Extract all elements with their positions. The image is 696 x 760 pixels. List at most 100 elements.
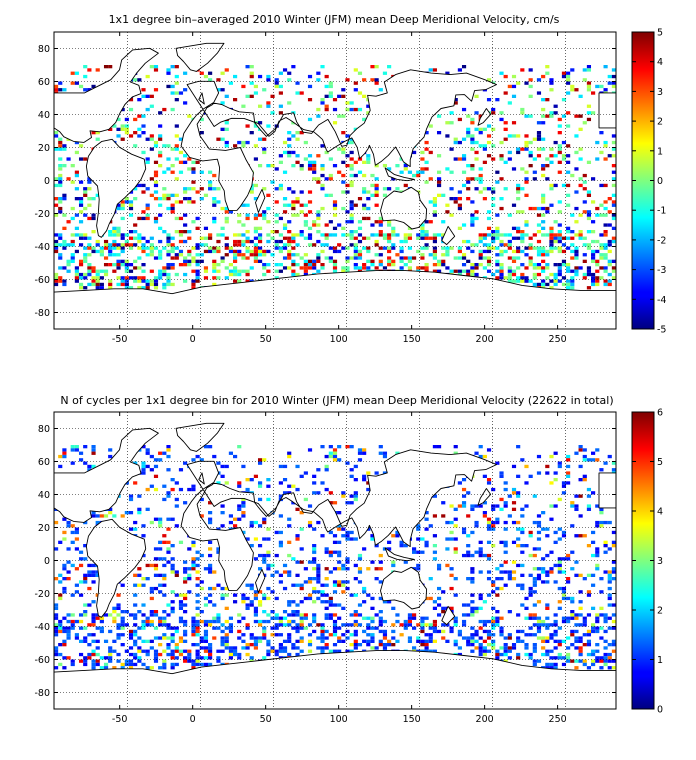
colorbar-tick-label: 2 [657,117,663,128]
heatmap-cell [62,639,67,643]
heatmap-cell [499,272,504,277]
heatmap-cell [166,560,171,564]
heatmap-cell [557,246,562,250]
heatmap-cell [495,649,500,653]
heatmap-cell [233,239,238,244]
heatmap-cell [324,107,329,112]
heatmap-cell [412,256,417,260]
heatmap-cell [382,633,388,637]
heatmap-cell [337,603,342,607]
heatmap-cell [491,487,496,492]
heatmap-cell [224,646,229,650]
heatmap-cell [491,544,496,548]
heatmap-cell [312,629,317,634]
heatmap-cell [116,613,121,617]
heatmap-cell [54,131,59,135]
heatmap-cell [62,643,67,647]
heatmap-cell [58,593,63,597]
heatmap-cell [341,173,346,178]
heatmap-cell [395,639,400,643]
heatmap-cell [503,91,508,95]
heatmap-cell [183,263,188,267]
heatmap-cell [382,451,388,455]
heatmap-cell [70,445,75,449]
heatmap-cell [162,246,167,250]
heatmap-cell [332,501,338,505]
heatmap-cell [582,619,587,624]
heatmap-cell [212,200,217,204]
heatmap-cell [195,160,200,164]
heatmap-cell [228,520,233,525]
heatmap-cell [378,88,383,92]
heatmap-cell [91,649,96,653]
heatmap-cell [499,474,504,478]
heatmap-cell [557,560,562,564]
heatmap-cell [349,530,354,535]
heatmap-cell [295,573,300,577]
heatmap-cell [245,646,250,650]
heatmap-cell [366,487,371,492]
heatmap-cell [262,137,267,141]
heatmap-cell [457,272,462,277]
heatmap-cell [287,137,292,141]
heatmap-cell [203,266,209,270]
heatmap-cell [78,200,84,204]
heatmap-cell [528,586,533,591]
heatmap-cell [282,563,288,568]
heatmap-cell [257,484,263,488]
heatmap-cell [499,233,504,237]
heatmap-cell [62,517,67,521]
heatmap-cell [416,233,421,237]
heatmap-cell [349,200,354,204]
heatmap-cell [162,282,167,287]
heatmap-cell [420,537,425,541]
heatmap-cell [545,164,550,168]
heatmap-cell [603,253,608,257]
heatmap-cell [195,279,200,283]
heatmap-cell [599,659,604,663]
land-outlines [53,422,617,710]
heatmap-cell [212,269,217,273]
heatmap-cell [83,276,88,280]
heatmap-cell [203,636,209,640]
heatmap-cell [199,662,204,667]
heatmap-cell [416,639,421,643]
heatmap-cell [491,239,496,244]
heatmap-cell [591,553,596,558]
heatmap-cell [257,497,263,502]
heatmap-cell [332,590,338,594]
heatmap-cell [174,216,179,221]
heatmap-cell [145,577,150,581]
heatmap-cell [108,263,113,267]
heatmap-cell [507,256,512,260]
heatmap-cell [253,249,258,254]
heatmap-cell [262,216,267,221]
heatmap-cell [536,91,542,95]
heatmap-cell [603,246,608,250]
heatmap-cell [158,154,163,158]
heatmap-cell [357,553,363,558]
heatmap-cell [337,636,342,640]
heatmap-cell [174,230,179,234]
heatmap-cell [603,65,608,69]
heatmap-cell [328,491,333,495]
heatmap-cell [399,239,404,244]
heatmap-cell [320,249,325,254]
heatmap-cell [287,553,292,558]
heatmap-cell [516,246,521,250]
heatmap-cell [199,71,204,75]
heatmap-cell [541,557,546,561]
heatmap-cell [257,524,263,528]
heatmap-cell [432,239,437,244]
heatmap-cell [191,279,196,283]
heatmap-cell [178,249,184,254]
heatmap-cell [345,210,350,214]
heatmap-cell [528,140,533,145]
heatmap-cell [528,94,533,98]
heatmap-cell [524,177,529,181]
heatmap-cell [532,263,537,267]
heatmap-cell [561,71,567,75]
heatmap-cell [532,590,537,594]
heatmap-cell [420,253,425,257]
heatmap-cell [70,448,75,452]
